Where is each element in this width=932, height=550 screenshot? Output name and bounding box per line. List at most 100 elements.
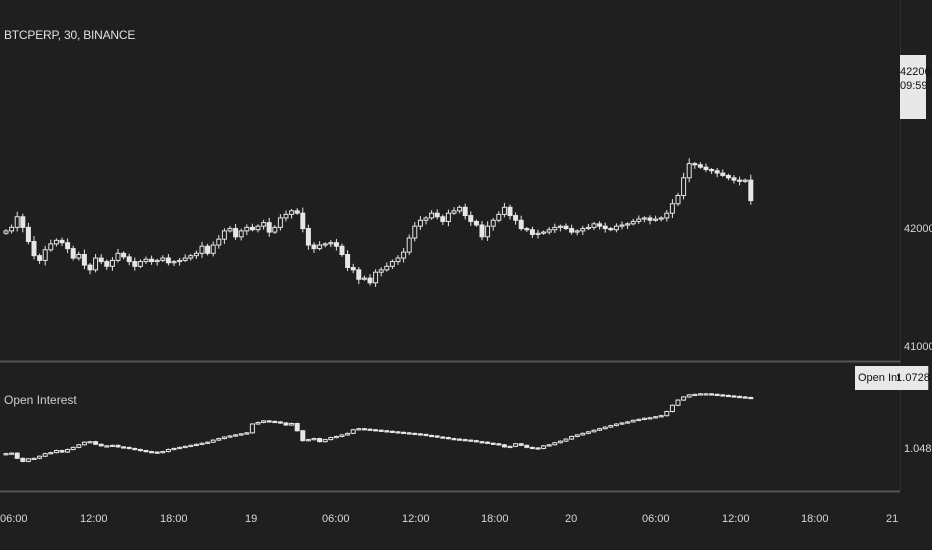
price-candle	[406, 234, 412, 255]
oi-candle-body	[524, 444, 530, 448]
price-candle	[434, 209, 440, 220]
price-candle-body	[160, 257, 166, 261]
oi-candle-body	[602, 426, 608, 430]
price-candle-body	[216, 238, 222, 246]
oi-candle	[473, 439, 479, 443]
oi-candle-body	[199, 442, 205, 445]
price-candle	[81, 249, 87, 270]
oi-candle-body	[720, 394, 726, 397]
price-candle-body	[737, 179, 743, 182]
price-tick-42000: 42000.0	[904, 223, 932, 235]
oi-candle	[479, 440, 485, 444]
price-candle	[501, 202, 507, 218]
price-candle	[630, 218, 636, 226]
oi-candle	[406, 432, 412, 435]
oi-candle-body	[468, 439, 474, 442]
price-candle	[641, 216, 647, 223]
time-tick-6: 12:00	[402, 513, 430, 525]
price-candle	[193, 250, 199, 259]
oi-candle	[249, 423, 255, 434]
oi-candle-body	[143, 450, 149, 453]
oi-candle-body	[115, 444, 121, 448]
price-candle	[98, 254, 104, 265]
time-tick-10: 12:00	[722, 513, 750, 525]
price-candle	[373, 269, 379, 287]
price-candle	[149, 255, 155, 265]
oi-candle	[518, 442, 524, 447]
price-candle	[742, 178, 748, 183]
price-candle	[3, 229, 9, 235]
price-candle	[692, 162, 698, 169]
price-candle-body	[137, 261, 143, 267]
oi-candle-body	[401, 431, 407, 435]
oi-candle-body	[25, 458, 31, 462]
oi-candle-body	[384, 430, 390, 433]
price-candle	[65, 238, 71, 254]
oi-candle	[692, 393, 698, 397]
oi-candle-body	[569, 435, 575, 440]
price-candle	[126, 253, 132, 266]
price-candle	[518, 215, 524, 231]
price-candle-body	[272, 226, 278, 233]
oi-candle	[580, 432, 586, 436]
oi-candle-body	[182, 445, 188, 449]
price-candle	[423, 216, 429, 225]
oi-candle	[109, 444, 115, 448]
price-candle	[48, 239, 54, 252]
oi-candle	[37, 455, 43, 460]
price-candle-body	[53, 239, 59, 245]
chart-title: BTCPERP, 30, BINANCE	[4, 28, 136, 42]
price-candle-body	[546, 229, 552, 233]
price-candle-body	[619, 224, 625, 227]
oi-candle-body	[126, 446, 132, 450]
price-candle-body	[356, 269, 362, 280]
price-candle-body	[143, 258, 149, 263]
oi-candle	[272, 420, 278, 424]
price-candle-body	[188, 255, 194, 259]
oi-candle	[367, 428, 373, 431]
price-candle	[160, 255, 166, 263]
price-candle	[669, 199, 675, 219]
oi-candle-body	[132, 447, 138, 451]
oi-candle	[255, 421, 261, 425]
price-candle	[636, 215, 642, 224]
oi-candle-body	[305, 439, 311, 442]
price-candle	[709, 167, 715, 174]
oi-candle	[630, 419, 636, 423]
last-price-tag: 42206.8 09:59	[900, 55, 932, 119]
price-candle	[221, 228, 227, 244]
price-candle	[535, 229, 541, 239]
oi-candle	[731, 395, 737, 398]
price-candle-body	[126, 256, 132, 263]
oi-candle	[182, 445, 188, 449]
price-candle-body	[171, 261, 177, 264]
oi-candle-body	[9, 452, 15, 455]
oi-candle	[143, 449, 149, 453]
oi-candle	[339, 434, 345, 438]
oi-candle-body	[210, 439, 216, 443]
oi-candle-body	[244, 432, 250, 435]
oi-candle	[20, 457, 26, 463]
oi-candle-body	[48, 452, 54, 455]
price-candle	[272, 225, 278, 234]
price-candle	[115, 248, 121, 263]
oi-candle	[507, 445, 513, 449]
price-candle	[367, 274, 373, 286]
price-candle-body	[468, 215, 474, 222]
oi-candle	[311, 437, 317, 441]
price-candle-body	[731, 177, 737, 181]
oi-candle-body	[339, 434, 345, 437]
oi-candle	[686, 394, 692, 398]
price-candle	[451, 207, 457, 215]
price-candle	[569, 224, 575, 235]
oi-candle-body	[154, 451, 160, 454]
oi-candle-body	[574, 434, 580, 437]
price-candle	[238, 228, 244, 241]
price-candle	[720, 169, 726, 178]
price-candle-body	[613, 225, 619, 231]
price-candle-body	[322, 243, 328, 246]
time-tick-8: 20	[565, 513, 577, 525]
price-candle	[686, 158, 692, 183]
price-candle	[87, 262, 93, 275]
oi-candle-body	[367, 428, 373, 431]
